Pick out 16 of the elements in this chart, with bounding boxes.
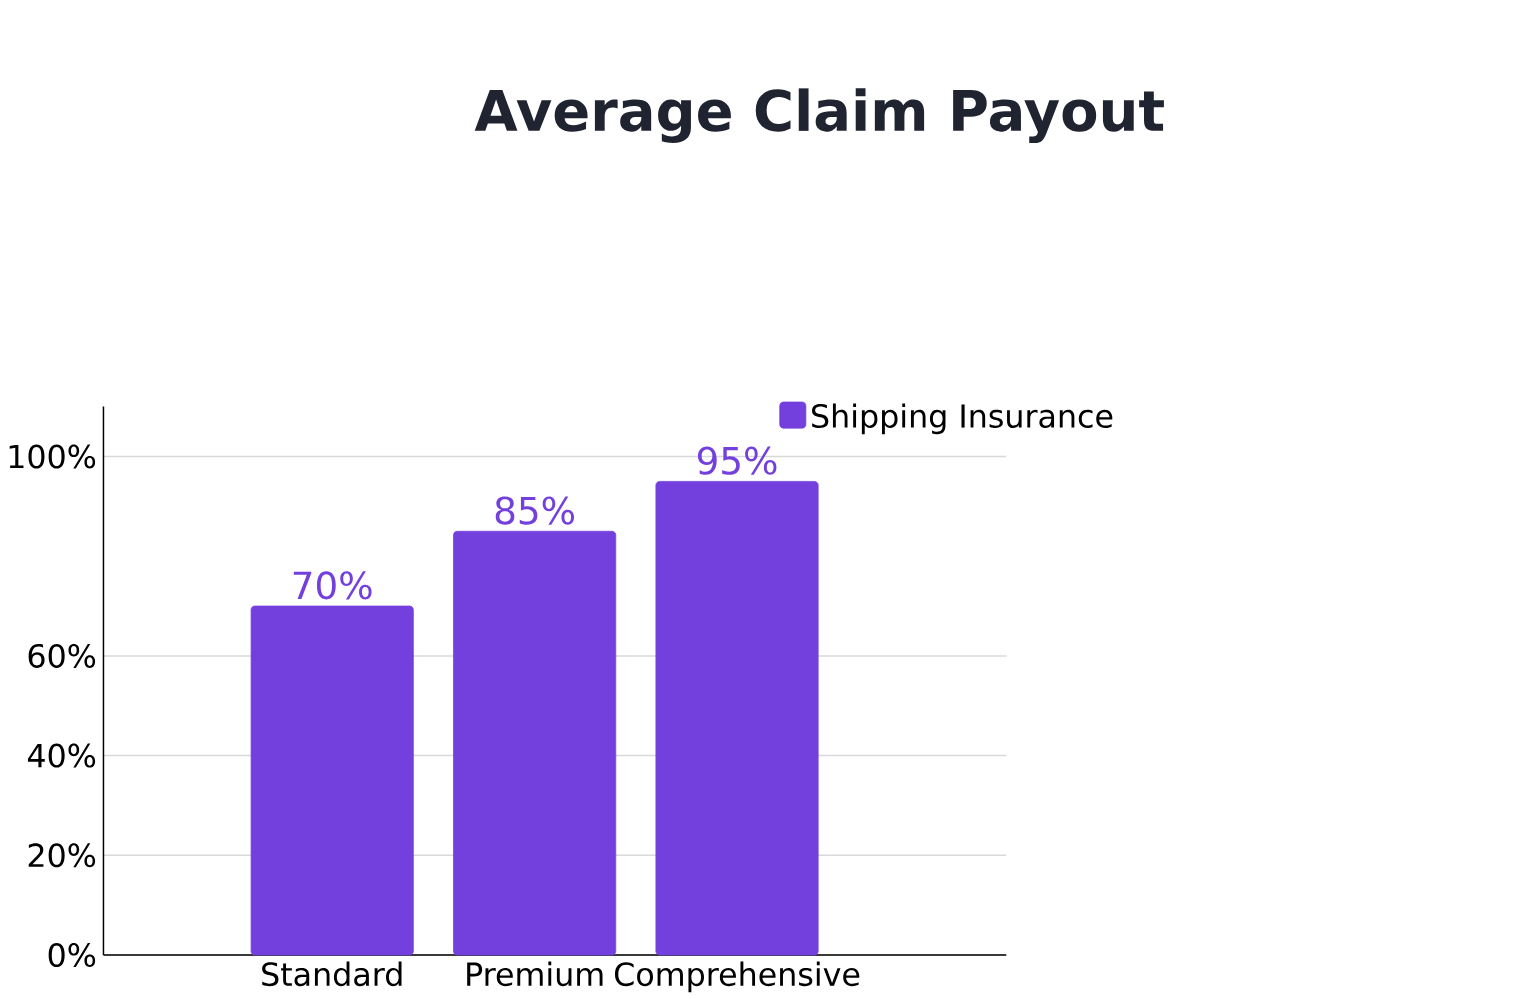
y-tick-label: 40% (27, 743, 96, 768)
bar (655, 481, 819, 956)
x-tick-label: Premium (467, 961, 603, 987)
bar (453, 531, 617, 956)
data-label: 95% (697, 446, 777, 476)
x-tick-label: Comprehensive (614, 961, 860, 993)
legend-label: Shipping Insurance (812, 403, 1113, 435)
y-tick-label: 20% (28, 843, 96, 868)
bar (250, 605, 414, 956)
y-tick-label: 0% (48, 943, 96, 968)
data-label: 70% (293, 571, 372, 600)
data-label: 85% (495, 496, 574, 525)
x-tick-label: Standard (262, 961, 402, 987)
chart-title: Average Claim Payout (474, 88, 1164, 144)
y-tick-label: 100% (9, 444, 96, 469)
y-tick-label: 60% (28, 644, 96, 669)
